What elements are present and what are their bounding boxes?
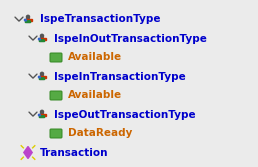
Text: IspeInOutTransactionType: IspeInOutTransactionType: [54, 34, 207, 43]
Polygon shape: [39, 116, 45, 117]
Polygon shape: [24, 146, 32, 158]
Polygon shape: [40, 76, 44, 79]
Polygon shape: [38, 76, 41, 78]
Circle shape: [27, 15, 29, 18]
Text: IspeOutTransactionType: IspeOutTransactionType: [54, 110, 196, 120]
Text: DataReady: DataReady: [68, 128, 132, 138]
Polygon shape: [38, 114, 45, 116]
Text: IspeTransactionType: IspeTransactionType: [40, 15, 160, 25]
Text: Available: Available: [68, 91, 122, 101]
Polygon shape: [38, 114, 41, 116]
Circle shape: [41, 34, 44, 37]
Circle shape: [41, 72, 44, 75]
FancyBboxPatch shape: [50, 129, 62, 138]
Text: IspeInTransactionType: IspeInTransactionType: [54, 71, 186, 81]
Polygon shape: [25, 19, 31, 21]
Polygon shape: [38, 38, 45, 40]
Text: Transaction: Transaction: [40, 147, 109, 157]
Polygon shape: [39, 78, 45, 79]
Polygon shape: [38, 76, 45, 77]
Polygon shape: [40, 114, 44, 117]
Text: Available: Available: [68, 52, 122, 62]
Circle shape: [41, 110, 44, 113]
FancyBboxPatch shape: [50, 53, 62, 62]
Polygon shape: [25, 21, 31, 22]
Polygon shape: [25, 19, 27, 21]
Polygon shape: [38, 38, 41, 40]
Polygon shape: [40, 38, 44, 41]
Polygon shape: [39, 40, 45, 41]
FancyBboxPatch shape: [50, 91, 62, 100]
Polygon shape: [26, 19, 30, 22]
